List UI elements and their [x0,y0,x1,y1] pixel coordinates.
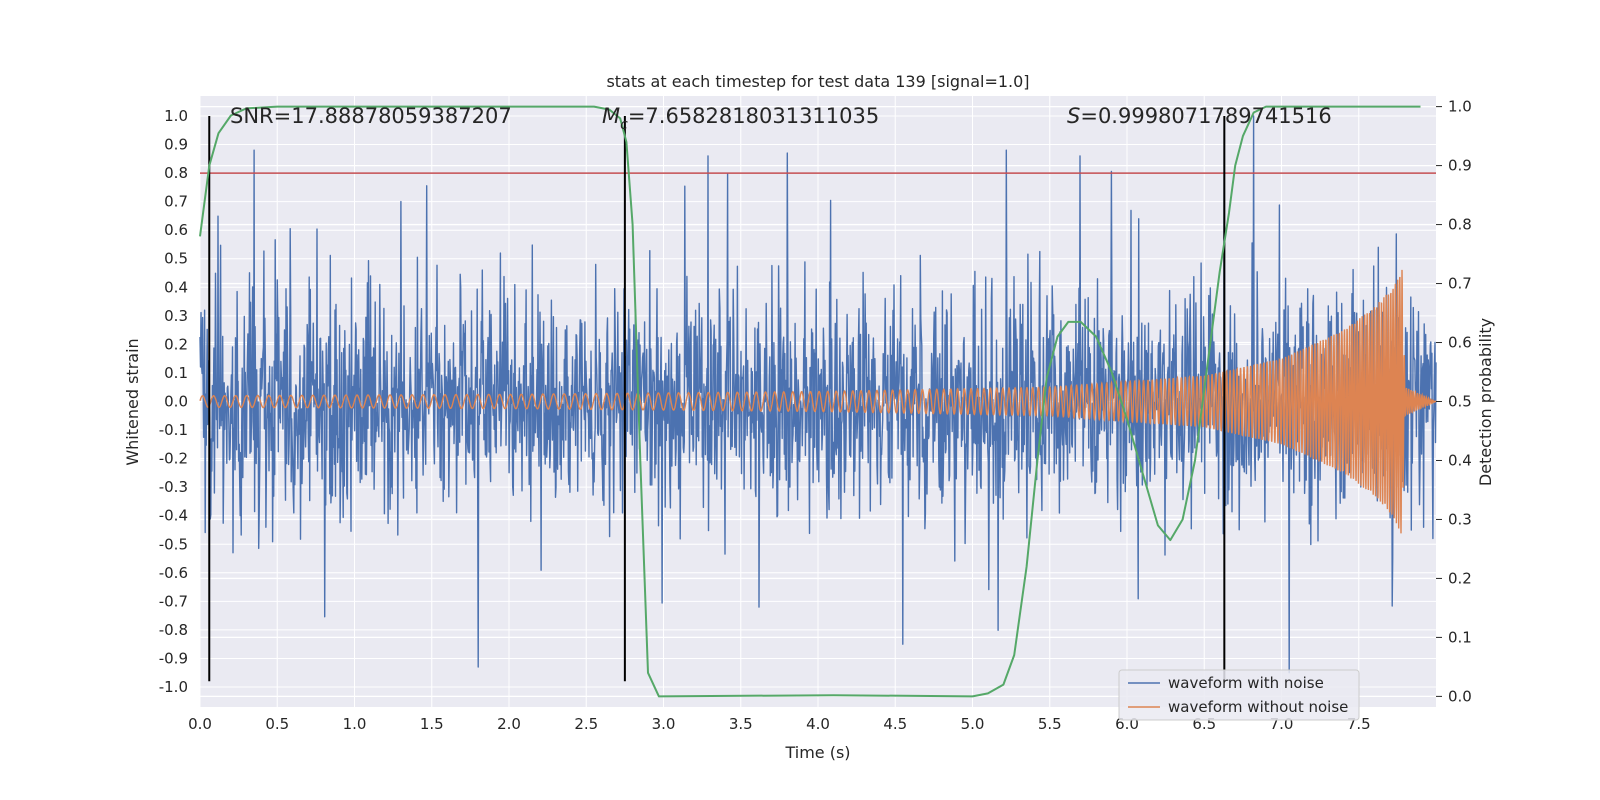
y-tick-label: 0.0 [164,393,188,411]
y-tick-label: 0.6 [164,221,188,239]
y-tick-label: 0.7 [164,193,188,211]
x-tick-label: 5.0 [961,715,985,733]
y2-tick-label: 0.5 [1448,393,1472,411]
chart-title: stats at each timestep for test data 139… [606,72,1029,91]
y-tick-label: -1.0 [159,678,188,696]
y-tick-label: 0.9 [164,136,188,154]
x-axis-label: Time (s) [784,743,850,762]
x-tick-label: 2.5 [574,715,598,733]
y-tick-label: 0.5 [164,250,188,268]
y2-tick-label: 0.1 [1448,628,1472,646]
y2-axis-label: Detection probability [1476,318,1495,486]
y2-tick-label: 0.2 [1448,569,1472,587]
y-tick-label: -0.9 [159,649,188,667]
x-tick-label: 1.0 [343,715,367,733]
y2-tick-label: 0.6 [1448,334,1472,352]
y-tick-label: 0.2 [164,335,188,353]
y-tick-label: 0.8 [164,164,188,182]
y-tick-label: 1.0 [164,107,188,125]
y2-tick-label: 1.0 [1448,98,1472,116]
y2-tick-label: 0.4 [1448,451,1472,469]
y2-tick-label: 0.3 [1448,510,1472,528]
data-layer [199,105,1437,698]
legend-box [1118,669,1360,721]
y-tick-label: -0.7 [159,592,188,610]
clean-waveform-line [199,269,1437,534]
x-tick-label: 0.0 [188,715,212,733]
y-tick-label: -0.3 [159,478,188,496]
ticks: 0.0 0.5 1.0 1.5 2.0 2.5 3.0 3.5 4.0 4.5 5.0 5.5 6.0 6… [159,98,1472,733]
snr-annotation: SNR=17.88878059387207 [230,104,512,128]
y-tick-label: -0.6 [159,564,188,582]
y-tick-label: -0.5 [159,535,188,553]
x-tick-label: 4.5 [883,715,907,733]
y-tick-label: 0.1 [164,364,188,382]
detection-probability-line [199,105,1421,698]
y-tick-label: 0.4 [164,278,188,296]
x-tick-label: 4.0 [806,715,830,733]
x-tick-label: 2.0 [497,715,521,733]
y2-tick-label: 0.9 [1448,157,1472,175]
legend-label-clean: waveform without noise [1168,698,1348,716]
x-tick-label: 3.0 [652,715,676,733]
x-tick-label: 1.5 [420,715,444,733]
legend-label-noise: waveform with noise [1168,674,1324,692]
y-axis-label: Whitened strain [123,338,142,465]
x-tick-label: 3.5 [729,715,753,733]
legend: waveform with noise waveform without noi… [1118,669,1360,721]
y2-tick-label: 0.8 [1448,216,1472,234]
y-tick-label: -0.2 [159,450,188,468]
y-tick-label: -0.1 [159,421,188,439]
x-tick-label: 0.5 [265,715,289,733]
chirp-mass-annotation: Mc=7.6582818031311035 [602,104,879,133]
x-tick-label: 5.5 [1038,715,1062,733]
y2-tick-label: 0.0 [1448,687,1472,705]
y-tick-label: -0.8 [159,621,188,639]
s-annotation: S=0.9998071789741516 [1067,104,1332,128]
y-tick-label: 0.3 [164,307,188,325]
y2-tick-label: 0.7 [1448,275,1472,293]
y-tick-label: -0.4 [159,507,188,525]
